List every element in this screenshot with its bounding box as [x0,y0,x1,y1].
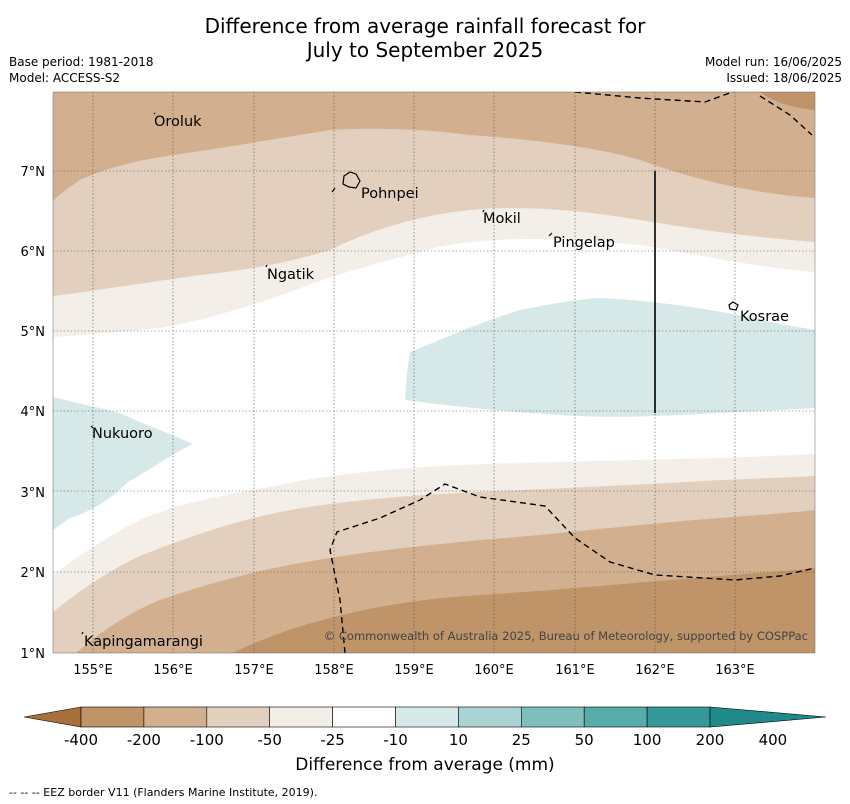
colorbar-label: -25 [320,731,345,749]
map-title-line1: Difference from average rainfall forecas… [204,14,646,38]
copyright-notice: © Commonwealth of Australia 2025, Bureau… [324,629,808,643]
place-ngatik: Ngatik [267,267,315,283]
place-pohnpei: Pohnpei [361,186,419,202]
colorbar-segment [520,706,585,728]
colorbar-segment [646,706,711,728]
gridlines [53,92,815,653]
colorbar: -400 -200 -100 -50 -25 -10 10 25 50 100 200 400 [23,706,827,749]
place-mokil: Mokil [483,211,521,227]
issued-date: Issued: 18/06/2025 [726,71,842,85]
band-north-minus-100 [760,92,815,110]
place-oroluk: Oroluk [154,114,202,130]
x-axis-ticks: 155°E 156°E 157°E 158°E 159°E 160°E 161°… [73,663,755,678]
kosrae-island [728,301,739,311]
base-period: Base period: 1981-2018 [9,55,154,69]
colorbar-label: 200 [696,731,725,749]
x-tick: 158°E [314,663,354,678]
y-tick: 5°N [21,325,46,340]
eez-footnote: -- -- -- EEZ border V11 (Flanders Marine… [9,786,318,799]
y-axis-ticks: 1°N 2°N 3°N 4°N 5°N 6°N 7°N [21,165,46,662]
eez-border [329,92,815,653]
y-tick: 1°N [21,647,46,662]
colorbar-segment [80,706,145,728]
place-kosrae: Kosrae [740,309,789,325]
colorbar-label: -100 [190,731,224,749]
x-tick: 157°E [234,663,274,678]
islands [81,112,739,635]
x-tick: 162°E [635,663,675,678]
y-tick: 3°N [21,486,46,501]
pohnpei-island [342,171,361,189]
band-north-minus-50 [53,92,815,201]
colorbar-segment [583,706,648,728]
colorbar-segment [395,706,459,728]
y-tick: 2°N [21,566,46,581]
colorbar-extend-low [23,706,82,728]
place-pingelap: Pingelap [553,235,615,251]
model-run: Model run: 16/06/2025 [704,55,842,69]
y-tick: 6°N [21,245,46,260]
x-tick: 160°E [474,663,514,678]
colorbar-label: 400 [759,731,788,749]
colorbar-label: -400 [64,731,98,749]
colorbar-extend-high [709,706,827,728]
band-south-minus-100 [232,568,815,653]
colorbar-label: -50 [257,731,282,749]
colorbar-label: -200 [127,731,161,749]
x-tick: 163°E [715,663,755,678]
colorbar-label: 50 [575,731,594,749]
map-panel: Oroluk Pohnpei Mokil Pingelap Ngatik Kos… [53,92,815,653]
place-nukuoro: Nukuoro [92,426,153,442]
x-tick: 156°E [153,663,193,678]
colorbar-label: -10 [383,731,408,749]
x-tick: 155°E [73,663,113,678]
wet-patch-east [405,298,815,417]
y-tick: 4°N [21,405,46,420]
map-title-line2: July to September 2025 [306,38,544,62]
colorbar-label: 100 [633,731,662,749]
colorbar-segment [269,706,333,728]
colorbar-title: Difference from average (mm) [295,755,555,775]
x-tick: 159°E [394,663,434,678]
y-tick: 7°N [21,165,46,180]
model-name: Model: ACCESS-S2 [9,71,121,85]
colorbar-segment [332,706,396,728]
colorbar-label: 25 [512,731,531,749]
colorbar-segment [206,706,271,728]
colorbar-segment [458,706,522,728]
place-kapingamarangi: Kapingamarangi [84,634,203,650]
x-tick: 161°E [555,663,595,678]
wet-patch-west [53,397,193,530]
colorbar-segment [143,706,208,728]
colorbar-label: 10 [449,731,468,749]
